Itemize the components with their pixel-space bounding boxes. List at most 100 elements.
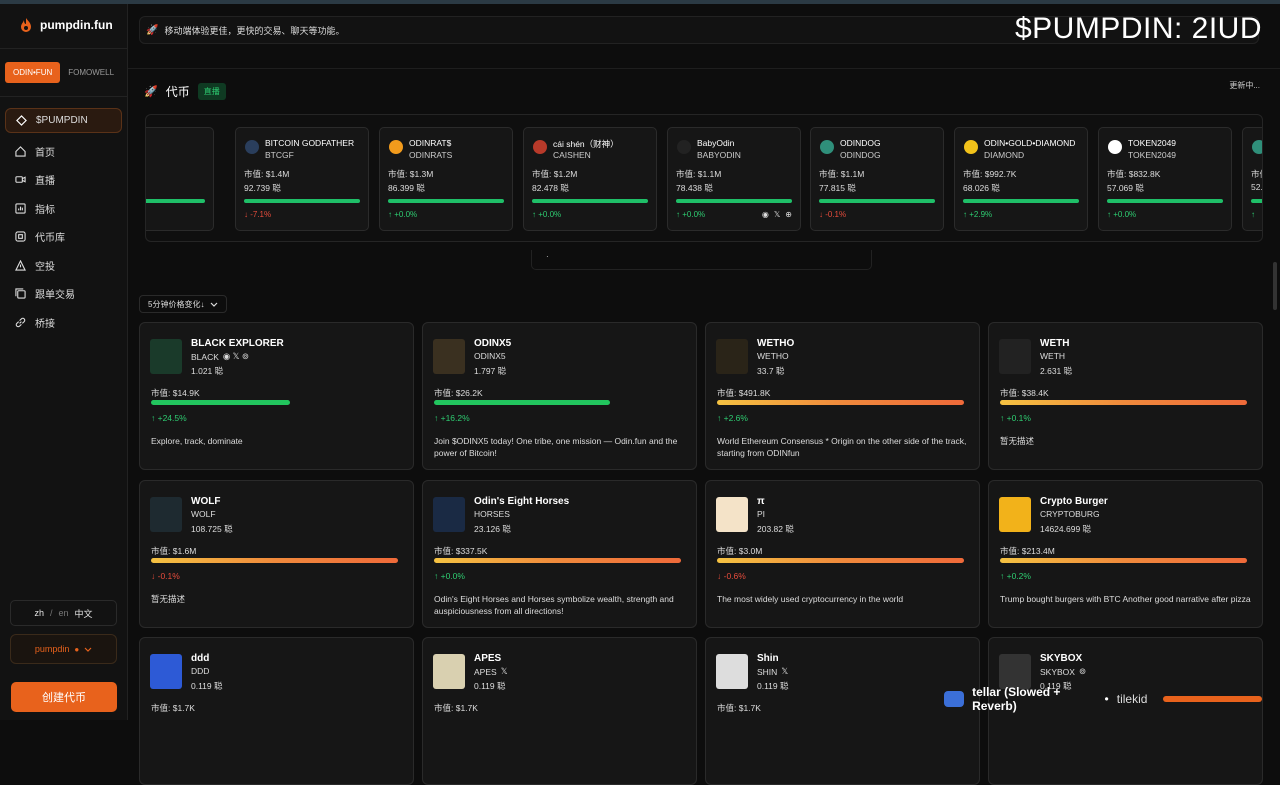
telegram-icon[interactable]: ◉ bbox=[761, 210, 769, 219]
social-icons[interactable]: 𝕏 bbox=[500, 666, 508, 676]
token-symbol: SKYBOX bbox=[1040, 666, 1075, 677]
token-card[interactable]: WOLF WOLF 108.725 聪市值: $1.6M ↓ -0.1% 暂无描述 bbox=[139, 480, 414, 628]
token-name: WETHO bbox=[757, 338, 795, 349]
logo[interactable]: pumpdin.fun bbox=[20, 18, 113, 32]
token-card[interactable]: ddd DDD 0.119 聪市值: $1.7K bbox=[139, 637, 414, 785]
token-description: 暂无描述 bbox=[1000, 436, 1035, 446]
coin-logo bbox=[245, 140, 259, 154]
token-card[interactable]: Crypto Burger CRYPTOBURG 14624.699 聪市值: $2… bbox=[988, 480, 1263, 628]
carousel-scroll-indicator[interactable]: · bbox=[531, 250, 872, 270]
token-symbol: CRYPTOBURG bbox=[1040, 509, 1100, 519]
tab-odinfun[interactable]: ODIN•FUN bbox=[5, 62, 61, 83]
video-icon bbox=[15, 176, 26, 184]
sidebar-item-label: 首页 bbox=[35, 147, 55, 159]
sidebar-item-metrics[interactable]: 指标 bbox=[5, 194, 122, 223]
social-icons[interactable]: 𝕏 bbox=[781, 666, 789, 676]
coin-carousel[interactable]: 金3 BITCOIN GODFATHER BTCGF 市值: $1.4M 92.739 … bbox=[145, 114, 1263, 242]
tab-fomowell[interactable]: FOMOWELL bbox=[68, 68, 115, 77]
bonding-progress-bar bbox=[434, 558, 681, 563]
top-border bbox=[0, 0, 1280, 4]
globe-icon[interactable]: ⊕ bbox=[785, 210, 792, 219]
social-links[interactable]: ◉ 𝕏 ⊕ bbox=[762, 210, 792, 219]
coin-symbol: ODINDOG bbox=[840, 150, 881, 160]
sort-dropdown[interactable]: 5分钟价格变化↓ bbox=[139, 295, 228, 313]
sidebar-item-pumpdin[interactable]: $PUMPDIN bbox=[5, 108, 122, 133]
lang-en[interactable]: en bbox=[58, 608, 69, 618]
carousel-card[interactable]: 金3 bbox=[146, 127, 214, 231]
token-card[interactable]: Shin SHIN 𝕏 0.119 聪市值: $1.7K bbox=[705, 637, 980, 785]
token-avatar bbox=[150, 339, 182, 374]
progress-bar bbox=[388, 199, 504, 203]
airdrop-icon bbox=[15, 259, 26, 271]
token-card[interactable]: ODINX5 ODINX5 1.797 聪市值: $26.2K ↑ +16.2% Joi… bbox=[422, 322, 697, 470]
token-description: Join $ODINX5 today! One tribe, one missi… bbox=[434, 436, 678, 458]
token-card[interactable]: Odin's Eight Horses HORSES 23.126 聪市值: $33… bbox=[422, 480, 697, 628]
token-name: π bbox=[757, 496, 765, 507]
token-holders: 0.119 聪 bbox=[474, 681, 506, 691]
sidebar-item-copy-trading[interactable]: 跟单交易 bbox=[5, 280, 122, 309]
sidebar-item-live[interactable]: 直播 bbox=[5, 166, 122, 195]
token-description: 暂无描述 bbox=[151, 594, 186, 604]
carousel-card[interactable]: cái shén（财神） CAISHEN 市值: $1.2M 82.478 聪 ↑ +0… bbox=[523, 127, 657, 231]
carousel-card[interactable]: ODIN•GOLD•DIAMOND DIAMOND 市值: $992.7K 68.02… bbox=[954, 127, 1088, 231]
carousel-card[interactable]: ODINRAT$ ODINRATS 市值: $1.3M 86.399 聪 ↑ +0.0% bbox=[379, 127, 513, 231]
sidebar-item-airdrop[interactable]: 空投 bbox=[5, 251, 122, 280]
carousel-card[interactable]: BabyOdin BABYODIN 市值: $1.1M 78.438 聪 ↑ +0.0%… bbox=[667, 127, 801, 231]
token-symbol: ODINX5 bbox=[474, 351, 506, 361]
token-card[interactable]: π PI 203.82 聪市值: $3.0M ↓ -0.6% The most wide… bbox=[705, 480, 980, 628]
platform-tabs: ODIN•FUN FOMOWELL bbox=[5, 62, 122, 83]
social-icons[interactable]: ⊚ bbox=[1078, 666, 1087, 676]
token-symbol: APES bbox=[474, 666, 497, 677]
market-cap: 市值: $1.7K bbox=[717, 703, 761, 713]
carousel-card[interactable]: ODINDOG ODINDOG 市值: $1.1M 77.815 聪 ↓ -0.1% bbox=[810, 127, 944, 231]
coin-symbol: ODINRATS bbox=[409, 150, 453, 160]
market-cap: 市值: $832.8K bbox=[1107, 169, 1161, 179]
token-card[interactable]: APES APES 𝕏 0.119 聪市值: $1.7K bbox=[422, 637, 697, 785]
progress-bar[interactable] bbox=[1163, 696, 1262, 702]
market-cap: 市值: $1.4M bbox=[244, 169, 290, 179]
music-player[interactable]: tellar (Slowed + Reverb) • tilekid bbox=[944, 685, 1262, 713]
user-menu[interactable]: pumpdin ● bbox=[10, 634, 117, 664]
divider bbox=[0, 96, 128, 97]
carousel-card[interactable]: BITCOIN GODFATHER BTCGF 市值: $1.4M 92.739 聪 ↓… bbox=[235, 127, 369, 231]
market-cap: 市值: $26.2K bbox=[434, 388, 483, 398]
token-card[interactable]: WETHO WETHO 33.7 聪市值: $491.8K ↑ +2.6% World … bbox=[705, 322, 980, 470]
token-avatar bbox=[999, 339, 1031, 374]
token-avatar bbox=[999, 654, 1031, 689]
coin-logo bbox=[1108, 140, 1122, 154]
sidebar-item-library[interactable]: 代币库 bbox=[5, 223, 122, 252]
token-name: Shin bbox=[757, 653, 779, 664]
token-card[interactable]: WETH WETH 2.631 聪市值: $38.4K ↑ +0.1% 暂无描述 bbox=[988, 322, 1263, 470]
market-cap: 市值: $3.0M bbox=[717, 546, 763, 556]
social-icons[interactable]: ◉ 𝕏 ⊚ bbox=[222, 351, 249, 361]
token-holders: 23.126 聪 bbox=[474, 524, 511, 534]
price-change: ↑ +0.0% bbox=[434, 571, 465, 581]
create-token-button[interactable]: 创建代币 bbox=[11, 682, 117, 712]
language-switcher[interactable]: zh / en 中文 bbox=[10, 600, 117, 626]
coin-name: cái shén（财神） bbox=[553, 139, 619, 149]
sidebar-item-bridge[interactable]: 桥接 bbox=[5, 308, 122, 337]
page-scrollbar[interactable] bbox=[1273, 262, 1277, 310]
lang-zh[interactable]: zh bbox=[34, 608, 44, 618]
token-description: The most widely used cryptocurrency in t… bbox=[717, 594, 904, 604]
chart-icon bbox=[15, 203, 26, 214]
carousel-card[interactable]: 市值 52.1 ↑ bbox=[1242, 127, 1262, 231]
market-cap: 市值: $1.7K bbox=[434, 703, 478, 713]
sidebar-item-home[interactable]: 首页 bbox=[5, 137, 122, 166]
carousel-card[interactable]: TOKEN2049 TOKEN2049 市值: $832.8K 57.069 聪 ↑ +… bbox=[1098, 127, 1232, 231]
price-change: ↑ +0.1% bbox=[1000, 413, 1031, 423]
app-name: pumpdin.fun bbox=[40, 18, 113, 32]
token-description: World Ethereum Consensus * Origin on the… bbox=[717, 436, 967, 458]
holders: 82.478 聪 bbox=[532, 183, 569, 193]
separator-dot: • bbox=[1104, 692, 1109, 706]
price-change: ↓ -0.6% bbox=[717, 571, 746, 581]
x-icon[interactable]: 𝕏 bbox=[773, 210, 781, 219]
token-symbol-row: WOLF bbox=[191, 509, 220, 519]
token-symbol-row: WETHO bbox=[757, 351, 793, 361]
token-card[interactable]: BLACK EXPLORER BLACK ◉ 𝕏 ⊚ 1.021 聪市值: $14.9… bbox=[139, 322, 414, 470]
market-cap: 市值: $337.5K bbox=[434, 546, 488, 556]
coins-title: 代币 bbox=[165, 85, 190, 99]
token-avatar bbox=[433, 339, 465, 374]
rocket-icon: 🚀 bbox=[146, 24, 159, 36]
holders: 92.739 聪 bbox=[244, 183, 281, 193]
